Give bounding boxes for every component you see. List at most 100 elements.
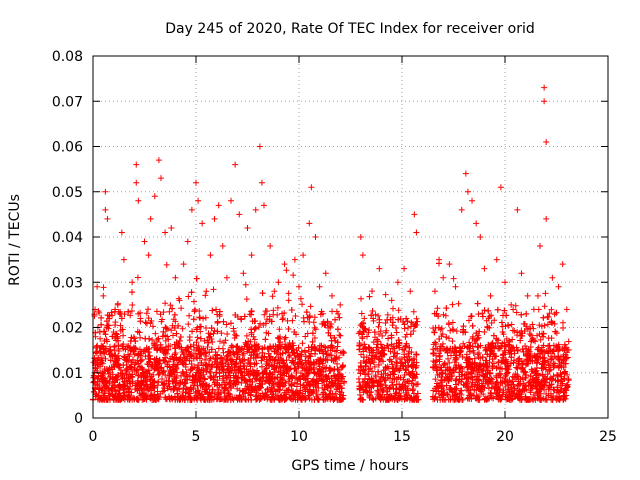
data-point	[382, 382, 389, 389]
data-point	[211, 358, 218, 365]
data-point	[484, 395, 491, 402]
data-point	[485, 367, 492, 374]
data-point	[410, 327, 417, 334]
data-point-peak	[236, 211, 243, 218]
data-point	[496, 370, 503, 377]
data-point	[549, 355, 556, 362]
data-point	[243, 341, 250, 348]
data-point	[123, 389, 130, 396]
data-point	[198, 359, 205, 366]
data-point	[490, 395, 497, 402]
data-point	[125, 308, 132, 315]
data-point	[193, 339, 200, 346]
data-point	[275, 346, 282, 353]
data-point	[369, 377, 376, 384]
data-point	[495, 345, 502, 352]
data-point	[226, 348, 233, 355]
data-point-peak	[176, 297, 183, 304]
data-point	[461, 372, 468, 379]
data-point	[196, 314, 203, 321]
data-point	[134, 366, 141, 373]
data-point	[274, 304, 281, 311]
data-point	[203, 368, 210, 375]
data-point	[444, 390, 451, 397]
data-point-peak	[300, 252, 307, 259]
data-point	[155, 335, 162, 342]
data-point	[179, 359, 186, 366]
data-point	[100, 328, 107, 335]
data-point	[156, 356, 163, 363]
data-point-peak	[94, 283, 101, 290]
data-point-peak	[211, 215, 218, 222]
data-point	[193, 369, 200, 376]
data-point	[464, 364, 471, 371]
data-point	[330, 357, 337, 364]
data-point	[387, 348, 394, 355]
data-point	[286, 394, 293, 401]
data-point	[555, 355, 562, 362]
data-point	[377, 341, 384, 348]
data-point	[358, 295, 365, 302]
data-point	[218, 330, 225, 337]
data-point	[166, 308, 173, 315]
data-point-peak	[248, 252, 255, 259]
data-point	[432, 324, 439, 331]
data-point	[319, 378, 326, 385]
data-point	[466, 343, 473, 350]
data-point	[356, 379, 363, 386]
data-point	[167, 367, 174, 374]
data-point	[160, 328, 167, 335]
data-point	[388, 379, 395, 386]
data-point	[336, 314, 343, 321]
data-point	[267, 396, 274, 403]
data-point-peak	[168, 224, 175, 231]
data-point	[143, 396, 150, 403]
data-point	[453, 393, 460, 400]
data-point	[388, 341, 395, 348]
data-point	[324, 395, 331, 402]
data-point	[160, 357, 167, 364]
data-point	[259, 363, 266, 370]
data-point-peak	[267, 243, 274, 250]
data-point	[545, 386, 552, 393]
data-point	[446, 366, 453, 373]
data-point	[410, 364, 417, 371]
data-point	[451, 348, 458, 355]
data-point	[452, 377, 459, 384]
data-point	[540, 330, 547, 337]
data-point	[536, 322, 543, 329]
data-point-peak	[477, 234, 484, 240]
data-point	[395, 307, 402, 314]
data-point	[384, 311, 391, 318]
data-point	[103, 396, 110, 403]
data-point	[200, 345, 207, 352]
data-point	[307, 353, 314, 360]
data-point	[525, 346, 532, 353]
data-point	[476, 328, 483, 335]
data-point-peak	[155, 157, 162, 164]
data-point	[245, 345, 252, 352]
data-point	[225, 369, 232, 376]
data-point	[376, 394, 383, 401]
data-point	[472, 373, 479, 380]
data-point-peak	[308, 184, 315, 191]
data-point	[501, 359, 508, 366]
data-point	[305, 344, 312, 351]
data-point	[289, 317, 296, 324]
data-point	[92, 349, 99, 356]
data-point	[115, 347, 122, 354]
data-point	[246, 360, 253, 367]
data-point	[236, 392, 243, 399]
data-point	[111, 363, 118, 370]
data-point	[220, 365, 227, 372]
data-point-peak	[407, 288, 414, 295]
data-point	[389, 370, 396, 377]
data-point	[527, 325, 534, 332]
data-point	[209, 361, 216, 368]
data-point	[147, 376, 154, 383]
data-point	[134, 328, 141, 335]
data-point	[443, 382, 450, 389]
data-point	[450, 275, 457, 282]
data-point	[460, 381, 467, 388]
data-point	[466, 360, 473, 367]
